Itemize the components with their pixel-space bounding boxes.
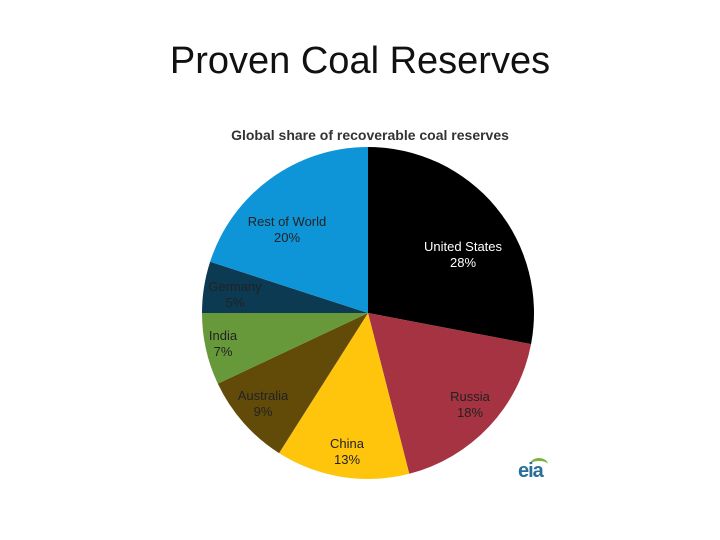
slice-label-united-states: United States 28% <box>424 239 503 270</box>
slice-label-rest-of-world: Rest of World 20% <box>248 214 327 245</box>
eia-logo: eia <box>518 458 552 484</box>
slice-label-australia: Australia 9% <box>238 388 289 419</box>
slice-label-china: China 13% <box>330 436 365 467</box>
slice-label-india: India 7% <box>209 328 238 359</box>
slide-title: Proven Coal Reserves <box>169 40 551 82</box>
eia-logo-text: eia <box>518 460 544 482</box>
pie-slice-china <box>279 313 410 479</box>
leaf-icon <box>530 458 548 471</box>
slice-label-russia: Russia 18% <box>450 389 491 420</box>
pie-slice-rest-of-world <box>210 146 368 313</box>
pie-slice-united-states <box>368 147 535 345</box>
pie-slice-india <box>202 313 368 384</box>
slice-label-germany: Germany 5% <box>208 279 262 310</box>
chart-title: Global share of recoverable coal reserve… <box>231 127 509 143</box>
pie-slice-russia <box>368 313 532 474</box>
pie-slice-germany <box>202 261 368 313</box>
pie-slice-australia <box>217 313 368 454</box>
